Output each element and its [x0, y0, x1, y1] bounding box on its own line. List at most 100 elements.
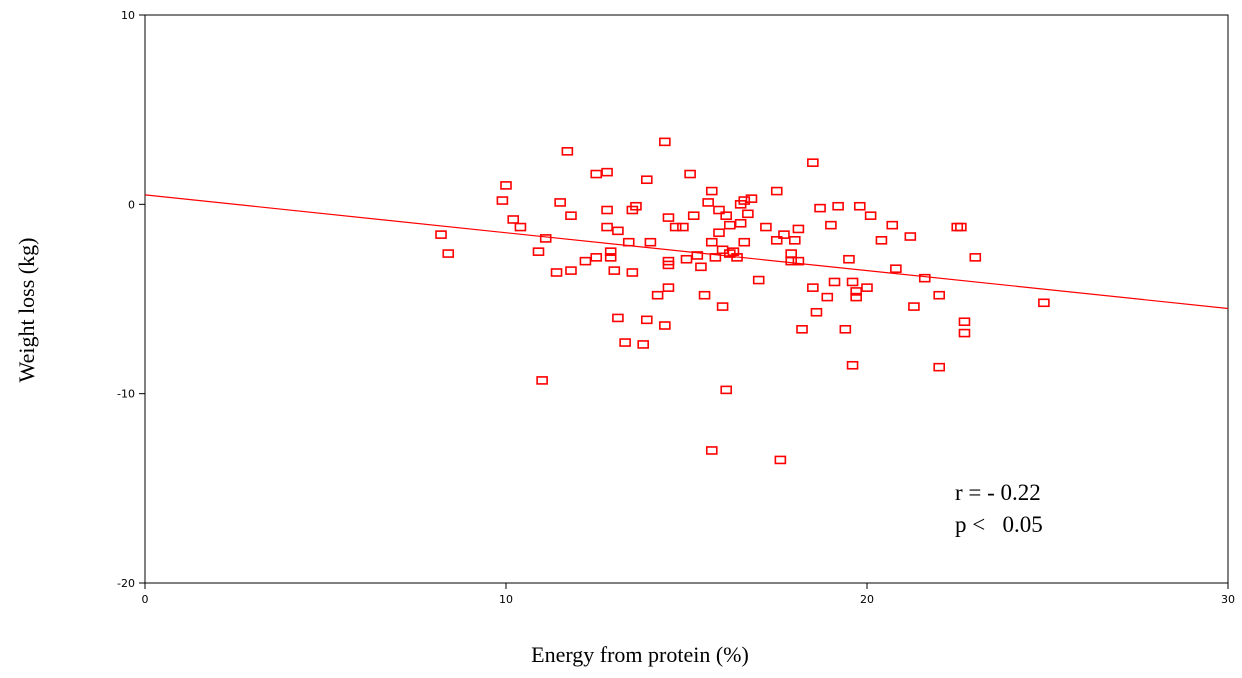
data-point	[850, 292, 862, 302]
data-point	[720, 211, 733, 220]
data-point	[890, 264, 902, 274]
data-point	[662, 256, 675, 266]
data-point	[435, 230, 447, 239]
data-point	[630, 201, 642, 211]
data-point	[669, 222, 682, 232]
data-point	[640, 175, 653, 185]
data-point	[612, 226, 624, 236]
data-point	[662, 213, 675, 222]
data-point	[933, 362, 946, 372]
data-point	[536, 376, 548, 385]
data-point	[846, 277, 859, 287]
data-point	[738, 237, 751, 247]
data-point	[662, 283, 675, 292]
data-point	[604, 247, 617, 256]
y-tick-label: -10	[117, 388, 135, 401]
data-point	[724, 220, 736, 230]
data-point	[846, 360, 859, 370]
axis-ticks: 0 10 20 30 10 0 -10 -20	[117, 9, 1235, 606]
data-point	[651, 290, 664, 300]
data-point	[601, 167, 613, 177]
data-point	[904, 232, 917, 241]
data-point	[514, 222, 527, 232]
x-axis-title: Energy from protein (%)	[531, 642, 749, 667]
data-point	[608, 266, 621, 275]
data-point	[951, 222, 964, 232]
data-point	[601, 222, 613, 232]
p-value-annotation: p < 0.05	[955, 512, 1043, 537]
data-point	[886, 220, 899, 230]
data-point	[832, 201, 844, 211]
data-point	[622, 237, 635, 247]
data-point	[713, 205, 725, 215]
data-point	[745, 194, 758, 203]
data-point	[579, 256, 592, 266]
x-tick-label: 10	[499, 593, 513, 606]
data-point	[698, 290, 711, 300]
data-point	[770, 186, 783, 196]
data-point	[500, 181, 512, 190]
regression-line	[144, 194, 1229, 310]
data-point	[644, 237, 657, 247]
data-point	[659, 321, 671, 330]
data-point	[825, 220, 837, 230]
data-point	[702, 198, 714, 207]
data-point	[908, 302, 920, 311]
data-point	[565, 266, 577, 275]
data-point	[958, 328, 971, 338]
data-point	[619, 338, 631, 347]
data-point	[958, 317, 971, 327]
plot-frame	[144, 14, 1229, 584]
data-point	[796, 324, 808, 334]
data-point	[861, 283, 873, 292]
data-point	[933, 290, 946, 300]
data-point	[709, 253, 722, 262]
data-point	[590, 169, 603, 179]
data-point	[821, 292, 834, 302]
data-points	[435, 137, 1050, 465]
data-point	[807, 158, 819, 167]
data-point	[742, 209, 754, 219]
data-point	[539, 234, 552, 243]
data-point	[684, 169, 696, 179]
data-point	[680, 254, 693, 264]
data-point	[792, 224, 805, 234]
data-point	[561, 147, 574, 156]
data-point	[760, 222, 772, 232]
data-point	[590, 253, 603, 262]
data-point	[864, 211, 877, 220]
data-point	[604, 253, 617, 262]
data-point	[705, 186, 718, 196]
data-point	[1038, 298, 1050, 308]
data-point	[875, 236, 888, 245]
data-point	[853, 201, 866, 211]
data-point	[810, 307, 823, 317]
data-point	[785, 249, 797, 258]
data-point	[677, 222, 689, 232]
x-tick-label: 30	[1221, 593, 1235, 606]
data-point	[814, 203, 826, 213]
data-point	[839, 324, 852, 334]
correlation-annotation: r = - 0.22	[955, 480, 1041, 505]
data-point	[734, 218, 747, 228]
data-point	[774, 455, 787, 465]
data-point	[918, 273, 931, 283]
data-point	[731, 253, 743, 262]
data-point	[687, 211, 700, 220]
data-point	[716, 302, 729, 311]
data-point	[843, 254, 855, 264]
data-point	[969, 253, 982, 262]
data-point	[691, 251, 704, 260]
x-tick-label: 20	[860, 593, 874, 606]
data-point	[727, 247, 740, 256]
data-point	[601, 205, 613, 215]
data-point	[496, 196, 509, 205]
data-point	[720, 385, 733, 395]
data-point	[828, 277, 841, 287]
data-point	[778, 230, 790, 239]
data-point	[713, 228, 725, 238]
data-point	[565, 211, 577, 220]
y-tick-label: 10	[121, 9, 135, 22]
